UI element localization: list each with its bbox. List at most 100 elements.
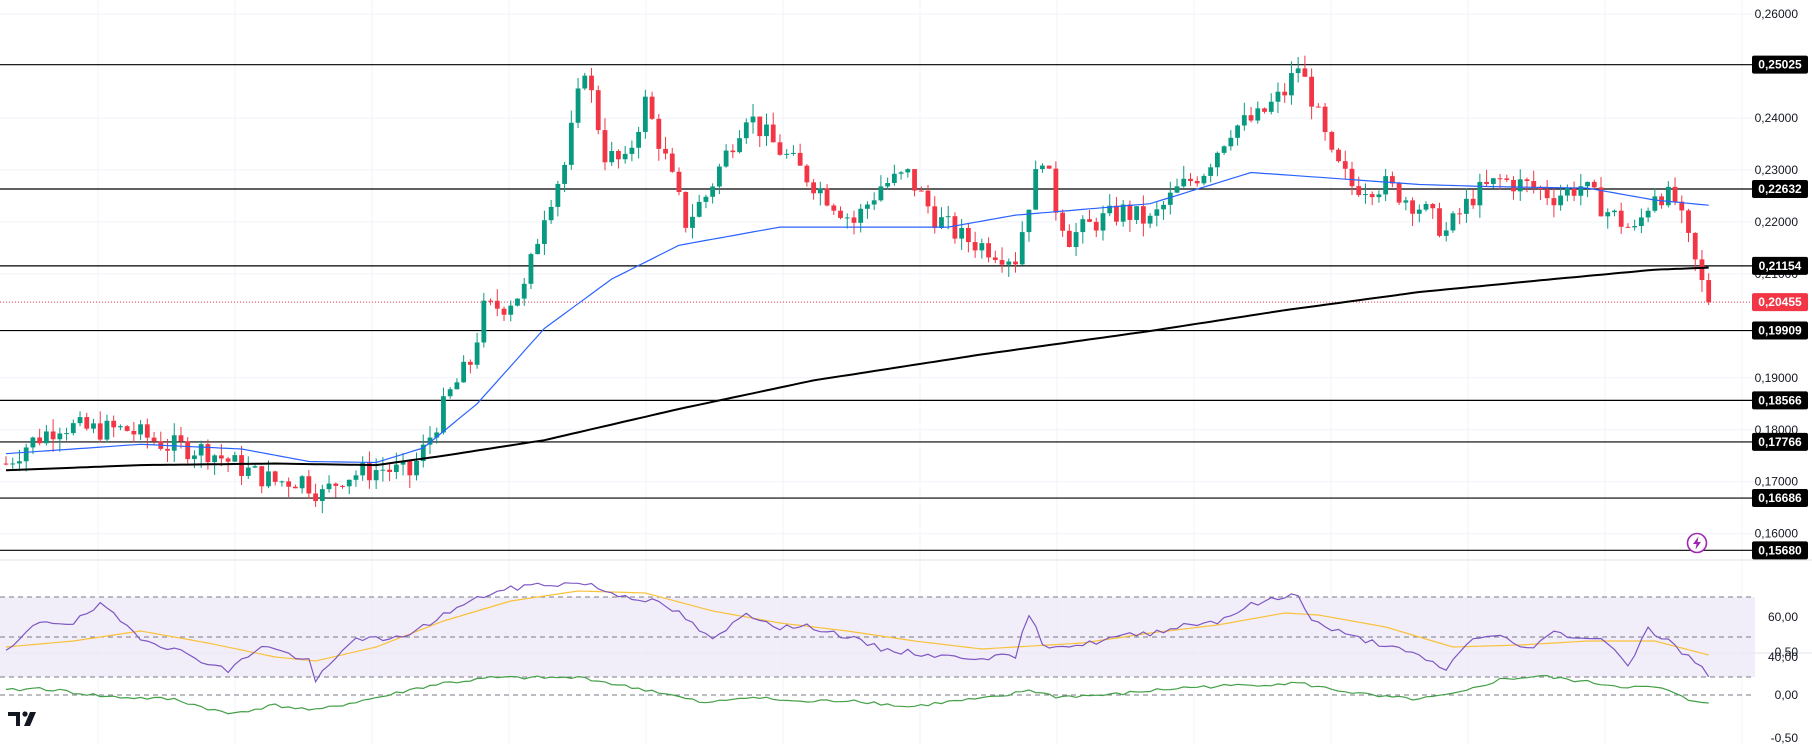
candle <box>1349 161 1355 195</box>
candle <box>838 206 843 220</box>
level-badge[interactable]: 0,21154 <box>1752 256 1808 275</box>
candle <box>1026 209 1032 242</box>
candle <box>306 470 312 499</box>
candle <box>1672 177 1678 206</box>
candle <box>37 428 43 446</box>
candle <box>1692 232 1698 271</box>
candle <box>111 415 117 438</box>
svg-text:0,19909: 0,19909 <box>1758 324 1802 338</box>
candle <box>568 110 574 170</box>
candle <box>1201 173 1207 186</box>
candle <box>481 292 487 348</box>
level-badge[interactable]: 0,17766 <box>1752 432 1808 451</box>
price-axis: 0,260000,240000,230000,220000,210000,190… <box>1755 7 1799 744</box>
candle <box>1262 107 1267 114</box>
candle <box>1315 103 1321 108</box>
candle <box>151 431 157 445</box>
candle <box>979 238 985 259</box>
candle <box>1410 197 1415 227</box>
candle <box>171 423 177 462</box>
candle <box>165 438 170 462</box>
candle <box>1679 195 1685 224</box>
candle <box>30 436 36 454</box>
candle <box>1538 185 1543 201</box>
level-badge[interactable]: 0,16686 <box>1752 489 1808 508</box>
tradingview-logo-icon <box>8 711 36 726</box>
rsi-line <box>5 582 1710 684</box>
candle <box>791 145 796 156</box>
candle <box>716 163 722 195</box>
candle <box>1585 181 1590 198</box>
candle <box>1517 169 1523 201</box>
candle <box>272 470 278 486</box>
price-tick-label: 0,19000 <box>1755 371 1799 385</box>
candle <box>299 475 305 494</box>
svg-text:0,16686: 0,16686 <box>1758 491 1802 505</box>
level-badge[interactable]: 0,22632 <box>1752 180 1808 199</box>
candle <box>642 89 648 139</box>
candle <box>925 184 931 214</box>
candle <box>959 219 965 250</box>
candle <box>131 422 137 443</box>
candle <box>346 479 352 495</box>
candle <box>292 484 298 489</box>
candle <box>1302 55 1308 77</box>
candle <box>1638 208 1644 234</box>
svg-text:0,22632: 0,22632 <box>1758 182 1802 196</box>
price-tick-label: 0,24000 <box>1755 111 1799 125</box>
candle <box>1208 163 1214 183</box>
candle <box>1464 188 1469 223</box>
candle <box>1591 179 1597 190</box>
candle <box>434 427 440 444</box>
candle <box>663 136 668 160</box>
candle <box>387 463 393 482</box>
candle <box>1019 221 1025 266</box>
candle <box>891 164 897 186</box>
candle <box>91 418 96 434</box>
candle <box>1295 57 1301 83</box>
candle <box>1369 191 1375 206</box>
moving-averages <box>5 171 1709 472</box>
candle <box>636 126 642 159</box>
candle <box>723 144 729 168</box>
candle <box>1114 196 1119 226</box>
candle <box>1477 173 1483 218</box>
candle <box>1686 208 1691 243</box>
candle <box>1571 181 1577 202</box>
candle <box>373 458 379 490</box>
candle <box>952 212 958 244</box>
candle <box>501 306 507 322</box>
candle <box>144 418 150 449</box>
level-badge[interactable]: 0,18566 <box>1752 391 1808 410</box>
candle <box>1275 82 1281 114</box>
candle <box>407 460 413 488</box>
momentum-tick-label: 0,50 <box>1775 645 1799 659</box>
candle <box>57 427 63 452</box>
candle <box>1073 222 1079 257</box>
candle <box>245 456 251 479</box>
candle <box>454 378 460 390</box>
level-badge[interactable]: 0,25025 <box>1752 55 1808 74</box>
candle <box>865 201 870 219</box>
svg-text:0,21154: 0,21154 <box>1759 259 1802 273</box>
level-badge[interactable]: 0,15680 <box>1752 541 1808 560</box>
candle <box>562 161 567 193</box>
rsi-tick-label: 40,00 <box>1768 650 1798 664</box>
candle <box>353 470 359 487</box>
candle <box>64 427 69 441</box>
candle <box>972 231 978 258</box>
candle <box>259 465 265 494</box>
candle <box>582 72 588 91</box>
candle <box>1215 151 1220 177</box>
candle <box>1282 83 1288 103</box>
candle <box>1255 101 1261 124</box>
candle <box>178 426 184 449</box>
lightning-icon[interactable] <box>1686 532 1708 554</box>
current-price-badge[interactable]: 0,20455 <box>1752 293 1808 312</box>
candle <box>851 210 857 235</box>
candle <box>1342 150 1348 180</box>
candle <box>804 164 810 187</box>
candle <box>710 183 716 204</box>
level-badge[interactable]: 0,19909 <box>1752 321 1808 340</box>
